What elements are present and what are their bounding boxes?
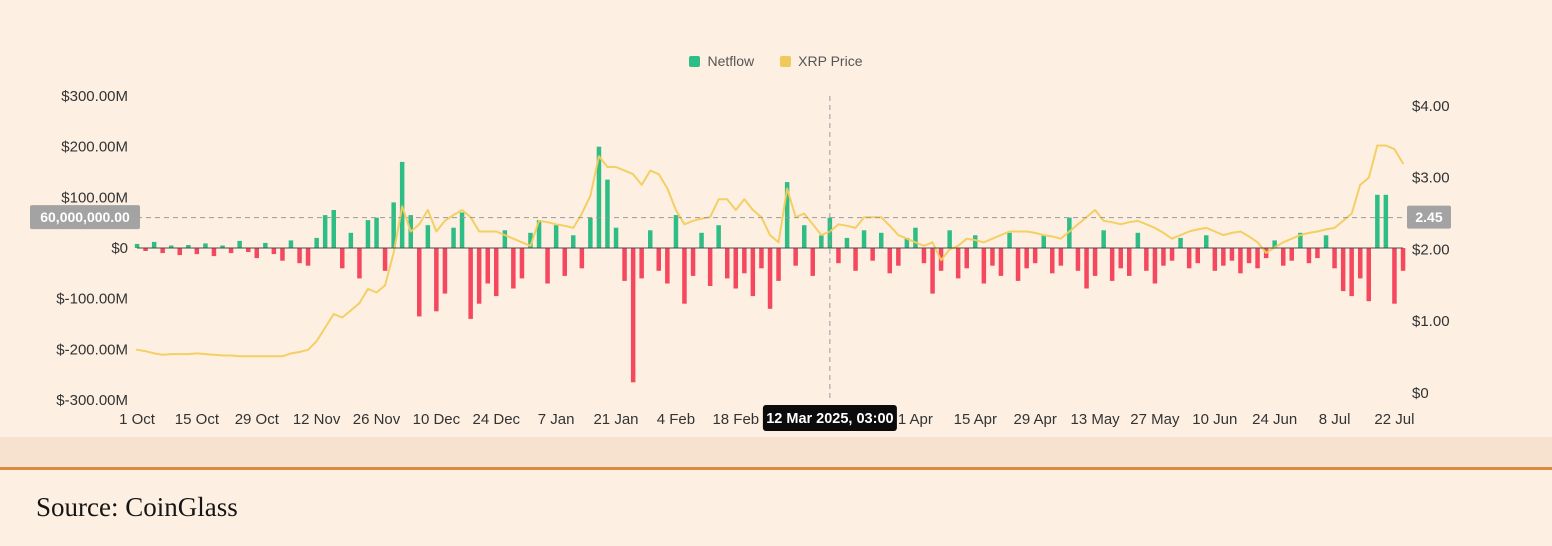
legend-item-netflow[interactable]: Netflow [689, 53, 754, 69]
legend-label-netflow: Netflow [707, 53, 755, 69]
x-axis-tick: 1 Oct [119, 411, 156, 428]
left-axis-tick: $300.00M [61, 88, 128, 105]
x-axis-tick: 10 Dec [413, 411, 461, 428]
x-axis-tick: 13 May [1070, 411, 1120, 428]
right-pointer-label-box [1407, 205, 1451, 229]
xrp-price-line [136, 144, 1404, 358]
date-tooltip-box [762, 405, 897, 431]
left-pointer-label-box [30, 205, 140, 230]
x-axis-tick: 27 May [1130, 411, 1180, 428]
right-axis-tick: $4.00 [1412, 98, 1450, 115]
x-axis-tick: 10 Jun [1192, 411, 1237, 428]
left-axis-tick: $0 [111, 240, 128, 257]
left-axis-tick: $-300.00M [56, 392, 128, 409]
x-axis-tick: 26 Nov [353, 411, 401, 428]
right-pointer-label: 2.45 [1415, 209, 1442, 225]
crosshair: 60,000,000.00 2.45 12 Mar 2025, 03:00 [30, 96, 1451, 431]
x-axis-tick: 12 Nov [293, 411, 341, 428]
left-axis-tick: $-100.00M [56, 291, 128, 308]
x-axis-tick: 24 Dec [473, 411, 521, 428]
xrp-price-swatch-icon [780, 55, 792, 67]
right-axis-tick: $0 [1412, 385, 1429, 402]
chart-scroll-band[interactable] [0, 437, 1552, 467]
axes: $300.00M $200.00M $100.00M $0 $-100.00M $-200… [56, 88, 1449, 428]
left-axis-tick: $200.00M [61, 139, 128, 156]
netflow-price-chart[interactable]: $300.00M $200.00M $100.00M $0 $-100.00M $-200… [0, 0, 1552, 437]
right-axis-tick: $2.00 [1412, 241, 1450, 258]
netflow-swatch-icon [689, 55, 701, 67]
x-axis-tick: 29 Oct [235, 411, 280, 428]
left-axis-tick: $-200.00M [56, 341, 128, 358]
left-axis-tick: $100.00M [61, 189, 128, 206]
x-axis-tick: 4 Feb [657, 411, 695, 428]
date-tooltip-label: 12 Mar 2025, 03:00 [766, 411, 893, 427]
x-axis-tick: 15 Oct [175, 411, 220, 428]
x-axis-tick: 24 Jun [1252, 411, 1297, 428]
chart-legend: Netflow XRP Price [0, 53, 1552, 69]
legend-item-xrp-price[interactable]: XRP Price [780, 53, 863, 69]
x-axis-tick: 15 Apr [954, 411, 997, 428]
left-pointer-label: 60,000,000.00 [40, 209, 130, 225]
x-axis-tick: 29 Apr [1014, 411, 1057, 428]
right-axis-tick: $3.00 [1412, 170, 1450, 187]
x-axis-tick: 8 Jul [1319, 411, 1351, 428]
x-axis-tick: 7 Jan [538, 411, 575, 428]
source-caption: Source: CoinGlass [36, 492, 238, 522]
netflow-bars [134, 146, 1406, 383]
divider-rule [0, 467, 1552, 470]
x-axis-tick: 18 Feb [712, 411, 759, 428]
right-axis-tick: $1.00 [1412, 313, 1450, 330]
x-axis-tick: 21 Jan [593, 411, 638, 428]
legend-label-xrp-price: XRP Price [798, 53, 863, 69]
x-axis-tick: 1 Apr [898, 411, 933, 428]
x-axis-tick: 22 Jul [1374, 411, 1414, 428]
